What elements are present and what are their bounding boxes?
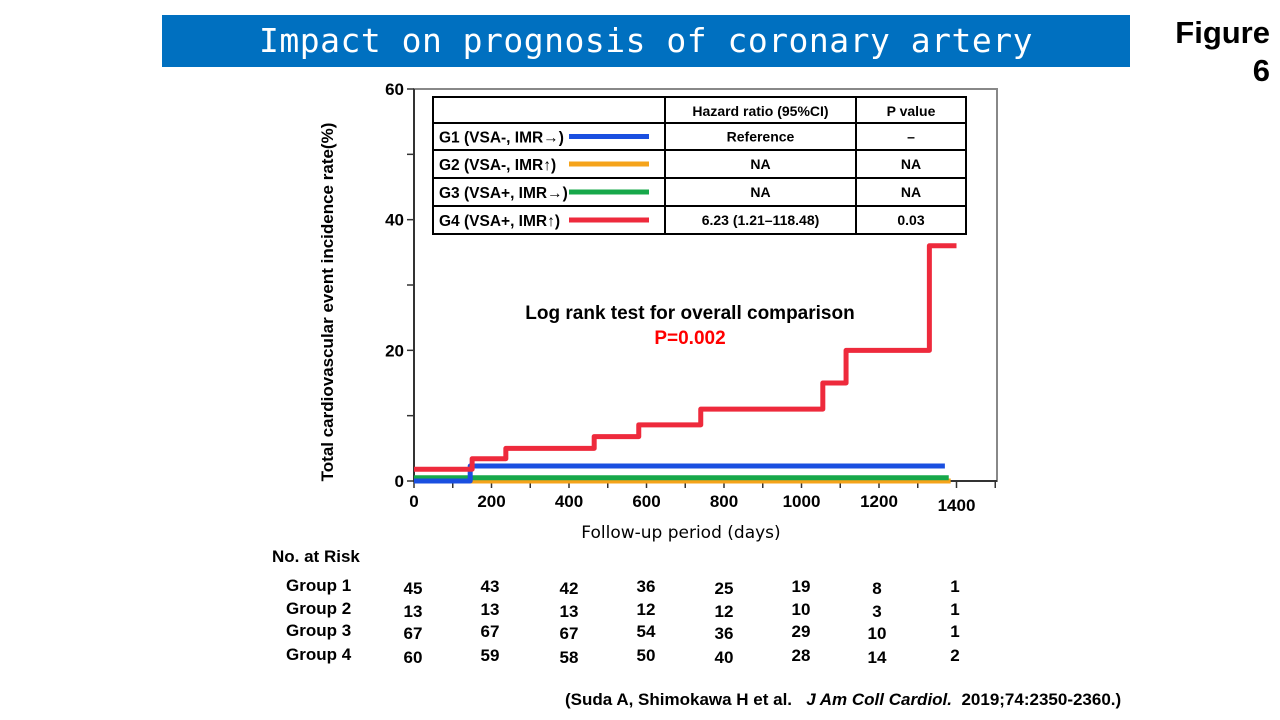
risk-count: 14 xyxy=(867,648,887,667)
risk-count: 1 xyxy=(950,577,960,596)
logrank-p-value: P=0.002 xyxy=(654,328,725,349)
risk-table-title: No. at Risk xyxy=(272,547,360,566)
y-tick-label: 40 xyxy=(385,211,404,230)
series-line-g4 xyxy=(414,243,957,472)
risk-row-label: Group 4 xyxy=(286,645,352,664)
legend-group-label: G4 (VSA+, IMR↑) xyxy=(439,213,560,230)
risk-count: 54 xyxy=(636,622,656,641)
y-tick-label: 0 xyxy=(395,472,404,491)
table-header-p: P value xyxy=(887,103,936,119)
risk-count: 2 xyxy=(950,646,960,665)
citation-details: 2019;74:2350-2360.) xyxy=(961,690,1122,709)
risk-count: 50 xyxy=(636,646,656,665)
risk-count: 13 xyxy=(559,602,579,621)
hazard-ratio-cell: NA xyxy=(750,156,770,172)
risk-count: 1 xyxy=(950,622,960,641)
hazard-ratio-cell: Reference xyxy=(727,129,795,145)
p-value-cell: NA xyxy=(901,184,921,200)
logrank-annotation: Log rank test for overall comparison xyxy=(525,303,854,324)
risk-row-label: Group 2 xyxy=(286,599,352,618)
risk-count: 19 xyxy=(791,577,811,596)
citation: (Suda A, Shimokawa H et al. J Am Coll Ca… xyxy=(565,690,1121,710)
risk-row-label: Group 1 xyxy=(286,576,352,595)
x-tick-label: 0 xyxy=(409,492,418,511)
x-axis-label: Follow-up period (days) xyxy=(581,523,780,543)
figure-word: Figure xyxy=(1175,15,1270,50)
x-tick-label: 200 xyxy=(477,492,505,511)
x-tick-label: 600 xyxy=(632,492,660,511)
risk-count: 28 xyxy=(791,646,811,665)
citation-journal: J Am Coll Cardiol. xyxy=(806,690,952,709)
p-value-cell: – xyxy=(907,129,915,145)
y-tick-label: 60 xyxy=(385,80,404,99)
risk-count: 58 xyxy=(559,648,579,667)
figure-number: 6 xyxy=(1252,53,1270,88)
p-value-cell: NA xyxy=(901,156,921,172)
risk-count: 59 xyxy=(480,646,500,665)
legend-group-label: G1 (VSA-, IMR→) xyxy=(439,130,564,147)
title-banner: Impact on prognosis of coronary artery d… xyxy=(162,15,1130,112)
series-line-g1 xyxy=(414,463,945,484)
citation-authors: (Suda A, Shimokawa H et al. xyxy=(565,690,793,709)
x-tick-label: 1000 xyxy=(783,492,821,511)
risk-count: 67 xyxy=(559,624,579,643)
risk-count: 45 xyxy=(403,579,423,598)
risk-count: 13 xyxy=(403,602,423,621)
x-tick-label: 1200 xyxy=(860,492,898,511)
x-tick-label: 400 xyxy=(555,492,583,511)
risk-count: 8 xyxy=(872,579,882,598)
p-value-cell: 0.03 xyxy=(897,212,924,228)
y-tick-label: 20 xyxy=(385,341,404,360)
risk-count: 29 xyxy=(791,622,811,641)
risk-count: 13 xyxy=(480,600,500,619)
legend-group-label: G3 (VSA+, IMR→) xyxy=(439,185,568,202)
x-tick-label: 800 xyxy=(710,492,738,511)
risk-count: 1 xyxy=(950,600,960,619)
risk-count: 67 xyxy=(480,622,500,641)
risk-count: 60 xyxy=(403,648,423,667)
risk-count: 25 xyxy=(714,579,734,598)
risk-count: 40 xyxy=(714,648,734,667)
figure-label: Figure 6 xyxy=(1160,14,1270,90)
risk-count: 3 xyxy=(872,602,882,621)
hazard-ratio-cell: 6.23 (1.21–118.48) xyxy=(702,212,820,228)
table-header-hr: Hazard ratio (95%CI) xyxy=(692,103,828,119)
risk-count: 36 xyxy=(636,577,656,596)
y-axis-label: Total cardiovascular event incidence rat… xyxy=(318,123,337,482)
x-tick-label: 1400 xyxy=(938,496,976,515)
risk-count: 12 xyxy=(636,600,656,619)
risk-count: 12 xyxy=(714,602,734,621)
legend-group-label: G2 (VSA-, IMR↑) xyxy=(439,157,556,174)
hazard-ratio-cell: NA xyxy=(750,184,770,200)
risk-count: 67 xyxy=(403,624,423,643)
risk-count: 10 xyxy=(791,600,811,619)
risk-count: 43 xyxy=(480,577,500,596)
risk-count: 10 xyxy=(867,624,887,643)
legend-table xyxy=(432,96,967,235)
risk-count: 36 xyxy=(714,624,734,643)
risk-count: 42 xyxy=(559,579,579,598)
risk-row-label: Group 3 xyxy=(286,621,352,640)
